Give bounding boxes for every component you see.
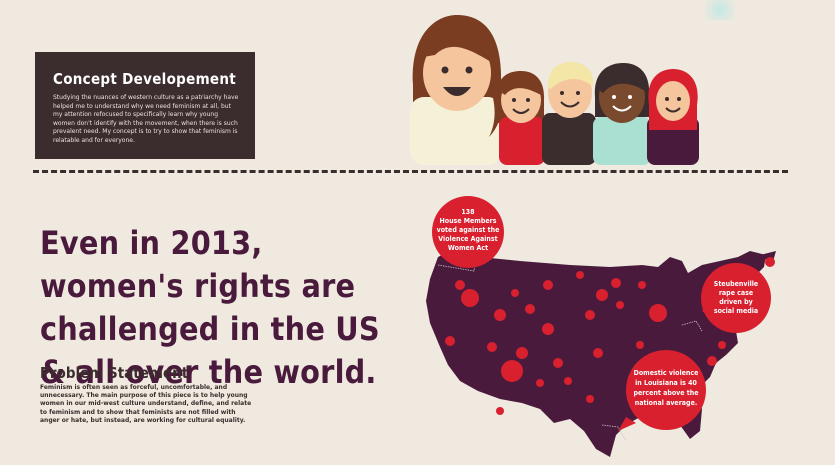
callout-house-members: 138 House Members voted against the Viol… [432,196,504,268]
callout-house-line-3: voted against the [437,226,500,234]
callout-house-line-1: 138 [461,208,474,216]
callout-louisiana-line-2: in Louisiana is 40 [635,379,697,387]
us-map: 138 House Members voted against the Viol… [426,196,776,457]
callout-louisiana-line-4: national average. [635,399,697,407]
decorative-splash [705,0,735,20]
woman-red-shirt-figure [496,71,545,165]
callout-louisiana-line-3: percent above the [634,389,699,397]
callout-house-line-4: Violence Against [438,235,497,243]
map-markers [445,271,726,426]
callout-steubenville: Steubenville rape case driven by social … [701,263,771,333]
problem-text: Feminism is often seen as forceful, unco… [40,384,252,424]
callout-steubenville-line-3: driven by [719,298,752,306]
callout-steubenville-line-1: Steubenville [714,280,758,288]
concept-title: Concept Developement [53,70,237,88]
problem-title: Problem Statement [40,364,189,382]
concept-text: Studying the nuances of western culture … [53,94,239,144]
woman-mint-shirt-figure [593,63,651,165]
woman-hijab-figure [647,69,699,165]
callout-steubenville-line-4: social media [714,307,758,315]
headline: Even in 2013, women's rights are challen… [40,224,380,391]
callout-steubenville-line-2: rape case [719,289,753,297]
state-border [601,424,627,442]
dashed-divider [33,170,788,173]
concept-box: Concept Developement Studying the nuance… [35,52,255,159]
callout-house-line-5: Women Act [448,244,488,252]
callout-louisiana-line-1: Domestic violence [634,369,699,377]
callout-louisiana: Domestic violence in Louisiana is 40 per… [618,350,706,431]
map-dot [765,257,775,267]
woman-large-figure [410,15,503,165]
callout-house-line-2: House Members [439,217,496,225]
woman-blonde-figure [542,62,596,165]
women-illustration [410,15,699,165]
